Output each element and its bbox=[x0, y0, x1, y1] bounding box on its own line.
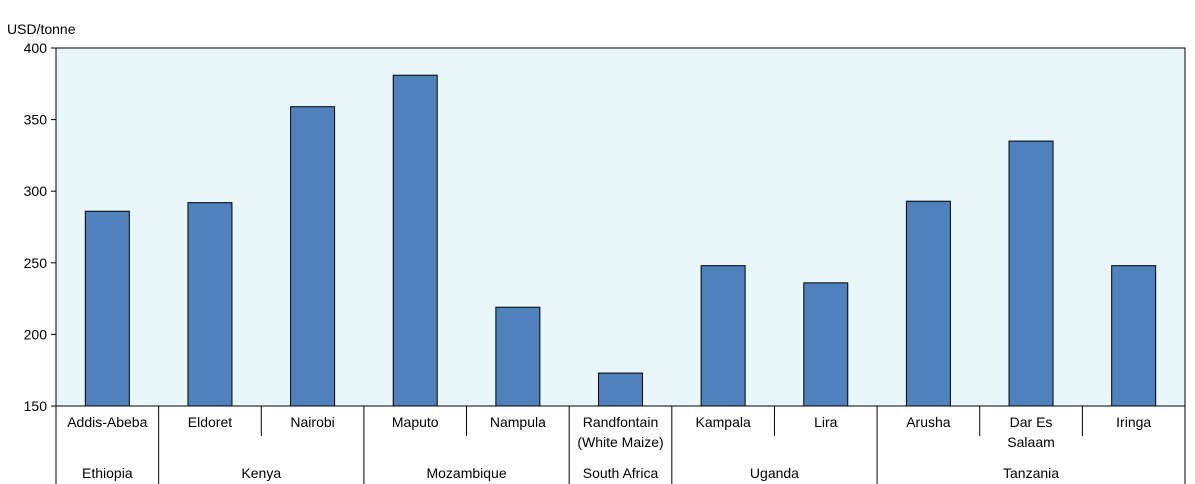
category-axis: Addis-Abeba Eldoret Nairobi Maputo Nampula Ra… bbox=[55, 406, 1186, 450]
bar bbox=[84, 210, 130, 407]
y-tick-label: 150 bbox=[24, 398, 48, 414]
group-label: Uganda bbox=[750, 465, 799, 481]
y-tick-label: 350 bbox=[24, 112, 48, 128]
category-label: Nairobi bbox=[290, 414, 334, 430]
category-label: Kampala bbox=[696, 414, 751, 430]
bar bbox=[905, 200, 951, 407]
bar bbox=[700, 265, 746, 407]
category-label: Addis-Abeba bbox=[67, 414, 147, 430]
bar bbox=[1008, 140, 1054, 407]
category-label: Salaam bbox=[1007, 434, 1054, 450]
category-label: Dar Es bbox=[1010, 414, 1053, 430]
group-axis: Ethiopia Kenya Mozambique South Africa Ugand… bbox=[55, 436, 1186, 484]
y-tick-label: 400 bbox=[24, 40, 48, 56]
y-axis: 150 200 250 300 350 400 bbox=[24, 40, 56, 414]
category-label: Eldoret bbox=[188, 414, 232, 430]
bar bbox=[803, 282, 849, 407]
bar bbox=[290, 106, 336, 407]
category-label: Maputo bbox=[392, 414, 439, 430]
group-label: Kenya bbox=[241, 465, 281, 481]
bar bbox=[187, 202, 233, 407]
category-label: (White Maize) bbox=[577, 434, 663, 450]
group-label: Tanzania bbox=[1003, 465, 1059, 481]
group-label: Mozambique bbox=[426, 465, 506, 481]
bar bbox=[392, 74, 438, 407]
plot-area bbox=[55, 47, 1186, 407]
group-label: South Africa bbox=[583, 465, 659, 481]
y-tick-label: 300 bbox=[24, 183, 48, 199]
y-tick-label: 250 bbox=[24, 255, 48, 271]
bar bbox=[1111, 265, 1157, 407]
category-label: Lira bbox=[814, 414, 838, 430]
category-label: Arusha bbox=[906, 414, 951, 430]
group-label: Ethiopia bbox=[82, 465, 133, 481]
bar bbox=[495, 306, 541, 407]
bars bbox=[84, 74, 1157, 407]
category-label: Randfontain bbox=[583, 414, 659, 430]
category-label: Iringa bbox=[1116, 414, 1151, 430]
y-tick-label: 200 bbox=[24, 326, 48, 342]
category-label: Nampula bbox=[490, 414, 546, 430]
y-axis-label: USD/tonne bbox=[7, 21, 76, 37]
bar bbox=[598, 372, 643, 407]
